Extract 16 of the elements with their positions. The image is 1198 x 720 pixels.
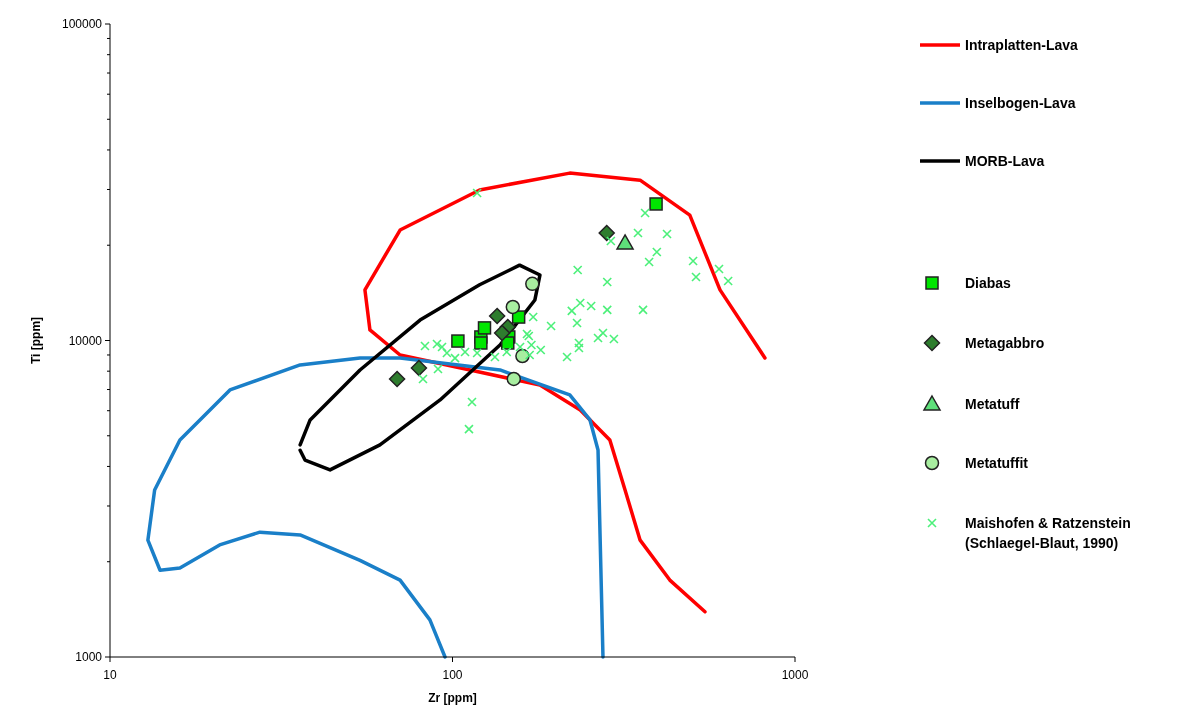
y-axis-title: Ti [ppm]	[29, 316, 43, 365]
legend-label: Intraplatten-Lava	[965, 36, 1079, 53]
legend-label: Metagabbro	[965, 334, 1045, 351]
x-tick-label: 10	[103, 668, 117, 682]
y-tick-label: 1000	[75, 650, 103, 665]
y-tick-label: 100000	[61, 17, 103, 32]
legend-label: Maishofen & Ratzenstein (Schlaegel-Blaut, 1990)	[965, 514, 1131, 551]
legend-label: Metatuff	[965, 395, 1020, 412]
legend-label: Diabas	[965, 274, 1012, 291]
x-tick-label: 100	[442, 668, 463, 682]
y-tick-label: 10000	[68, 333, 103, 348]
legend-label: Inselbogen-Lava	[965, 94, 1076, 111]
x-tick-label: 1000	[781, 668, 809, 682]
legend-label: MORB-Lava	[965, 152, 1045, 169]
legend-label: Metatuffit	[965, 454, 1029, 471]
x-axis-title: Zr [ppm]	[428, 691, 477, 705]
